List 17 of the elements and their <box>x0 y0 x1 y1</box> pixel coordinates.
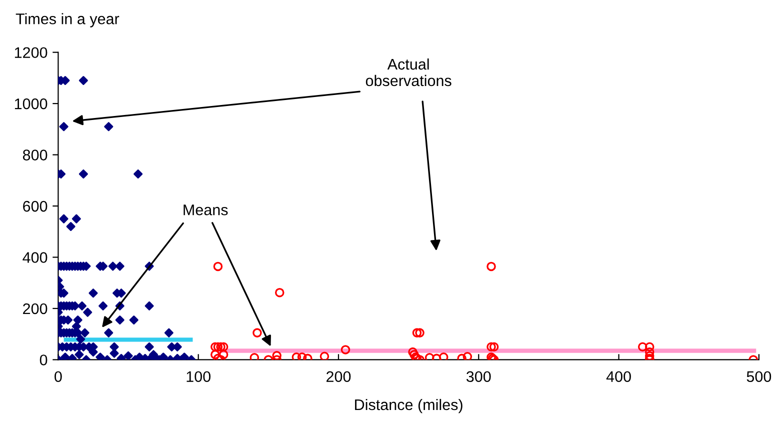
y-axis-title: Times in a year <box>16 13 120 28</box>
x-tick-label: 500 <box>746 371 772 382</box>
y-tick-label: 1200 <box>14 47 48 58</box>
y-tick-label: 200 <box>23 303 48 314</box>
x-tick-label: 300 <box>466 371 491 382</box>
y-tick-label: 600 <box>23 200 48 212</box>
y-tick-label: 1000 <box>14 98 48 110</box>
annotation: Actual observations <box>366 58 452 86</box>
y-tick-label: 400 <box>22 252 48 263</box>
x-tick-label: 200 <box>326 371 351 382</box>
x-tick-label: 0 <box>54 371 62 382</box>
annotation: Means <box>184 204 228 216</box>
x-tick-label: 400 <box>606 371 631 382</box>
y-tick-label: 0 <box>40 354 48 366</box>
y-tick-label: 800 <box>22 150 48 160</box>
x-axis-title: Distance (miles) <box>355 398 462 414</box>
x-tick-label: 100 <box>186 371 210 382</box>
